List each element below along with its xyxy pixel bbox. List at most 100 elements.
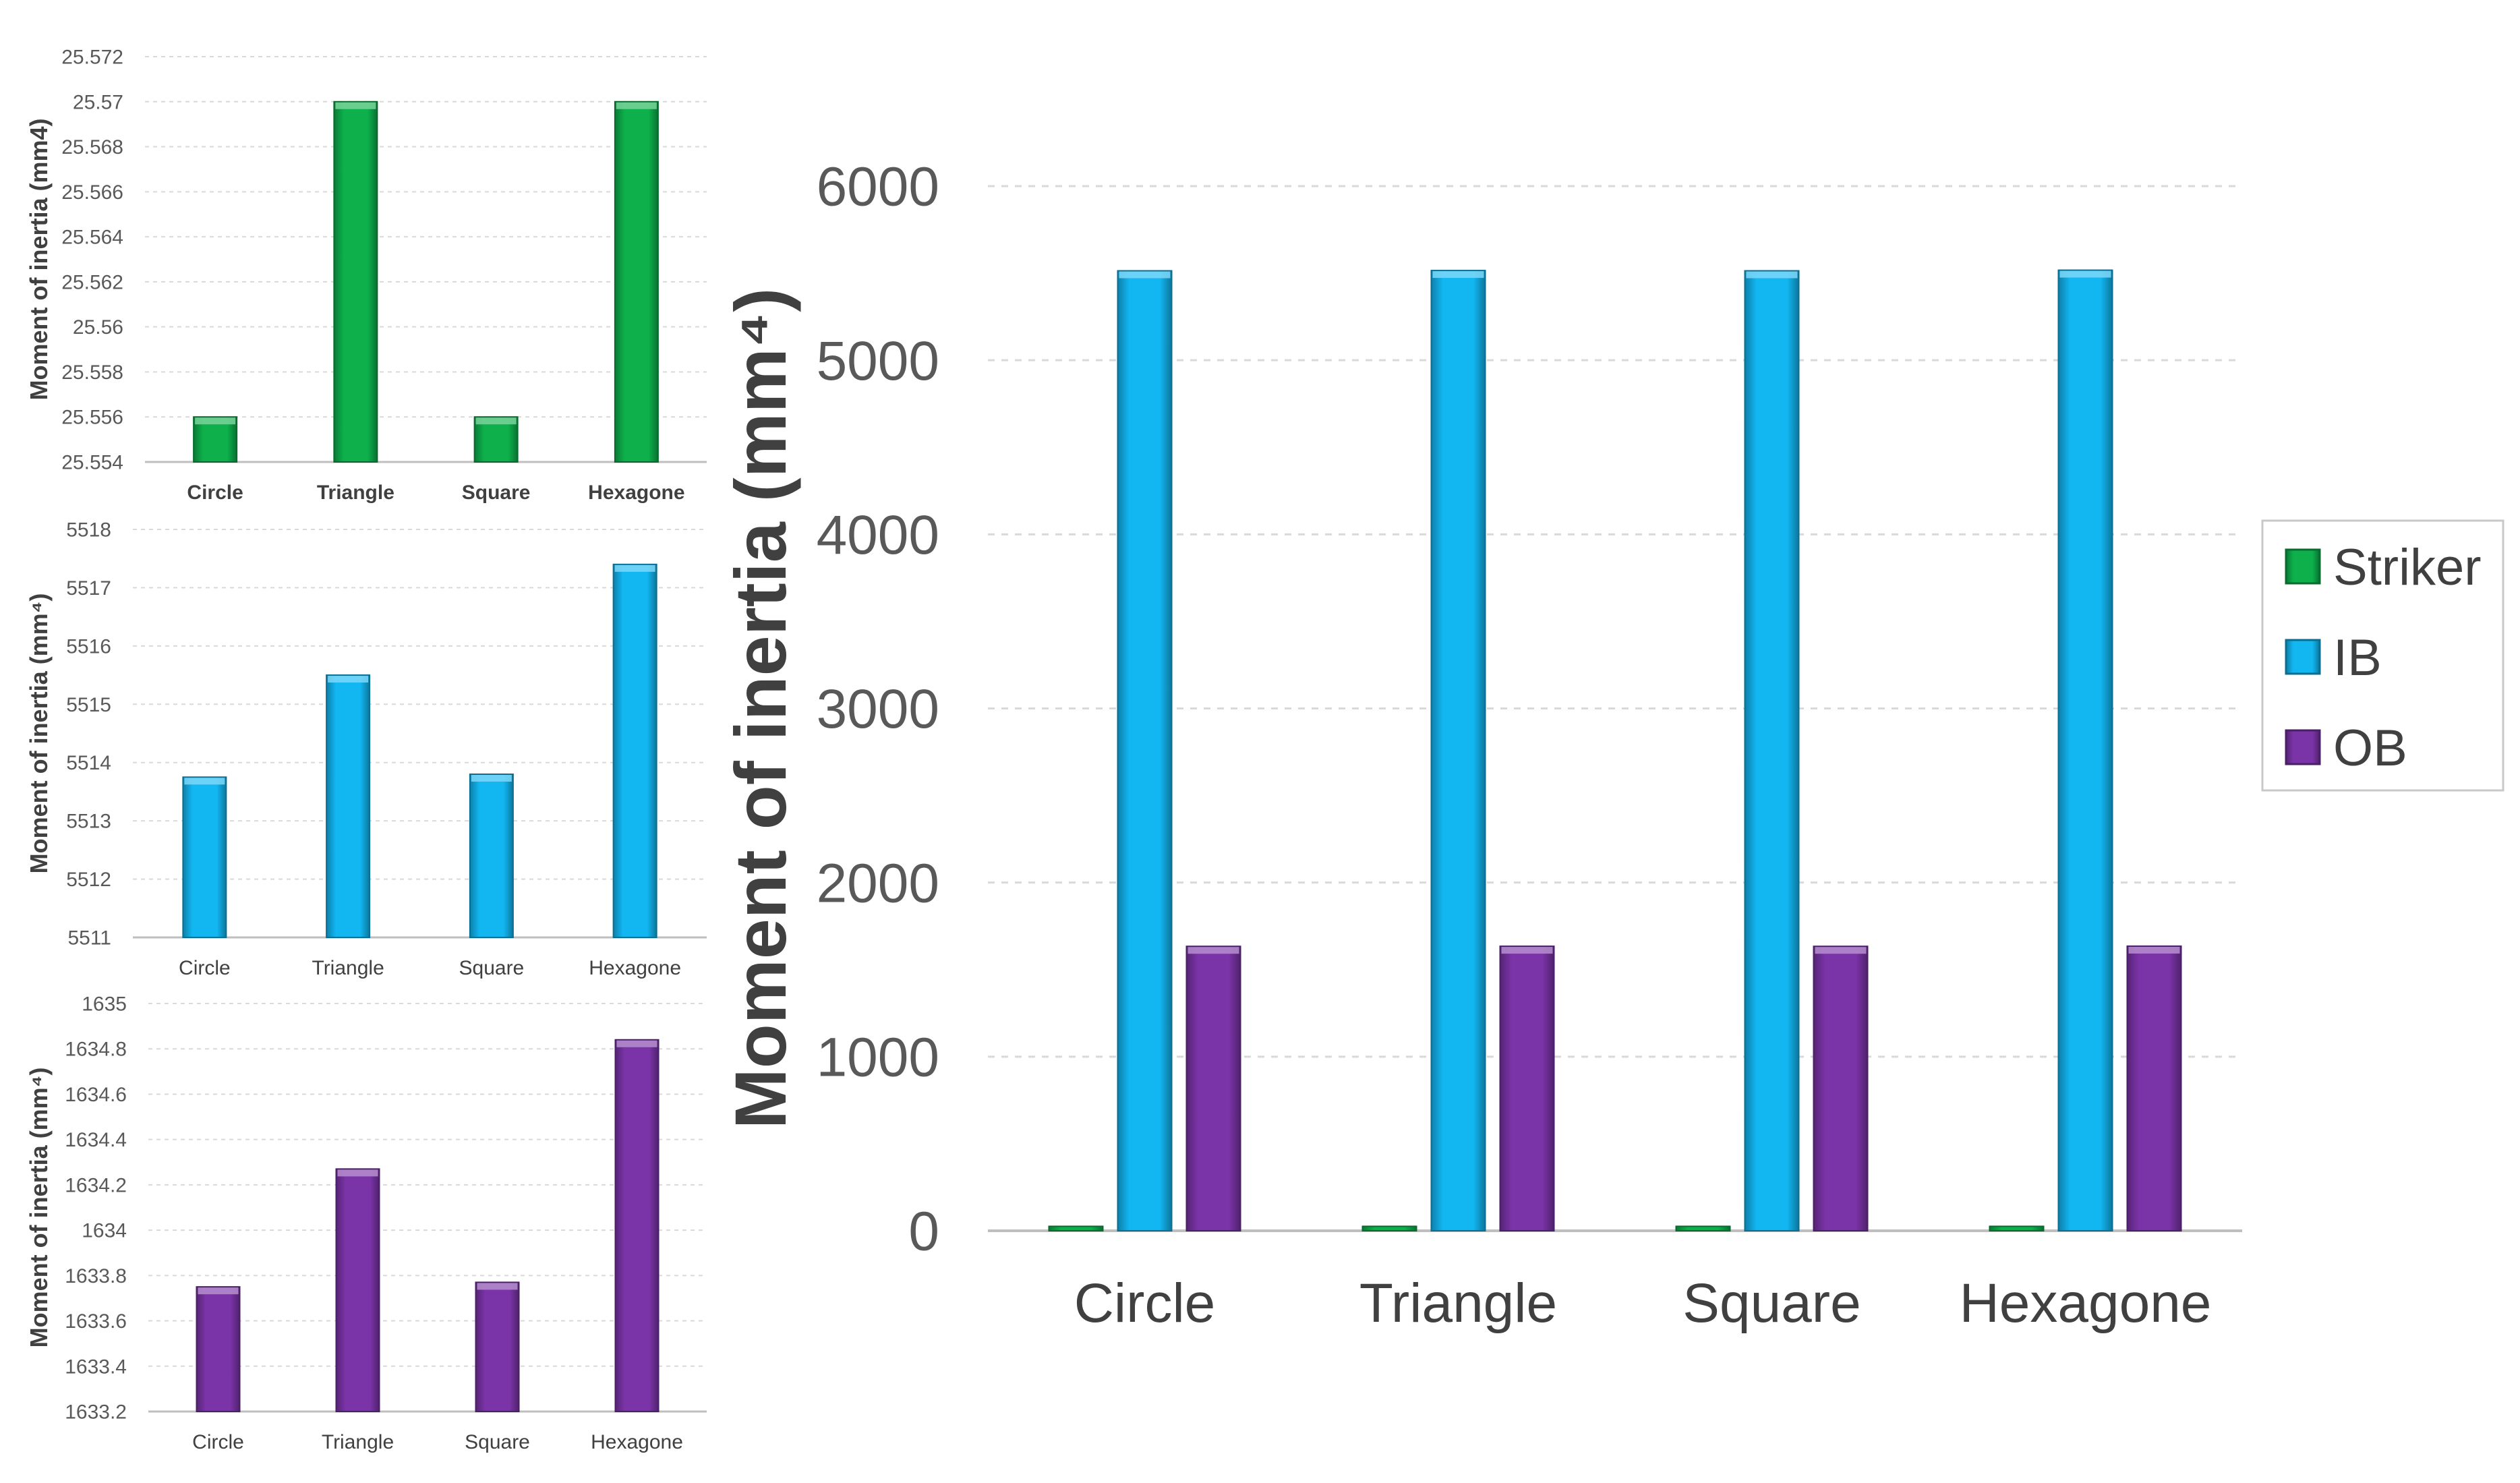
bar-cap-highlight: [2059, 270, 2111, 278]
x-tick-label: Triangle: [1359, 1273, 1557, 1334]
bar-cap-highlight: [1432, 271, 1484, 279]
y-tick-label: 25.562: [61, 271, 123, 293]
y-tick-label: 5512: [66, 869, 111, 891]
bar-circle: [193, 416, 238, 463]
bar-cap-highlight: [1815, 947, 1867, 954]
bar-striker-triangle: [1361, 1225, 1417, 1232]
y-tick-label: 5513: [66, 811, 111, 833]
bar-ob-triangle: [1499, 946, 1555, 1231]
y-axis-title: Moment of inertia (mm⁴): [25, 1068, 53, 1348]
bar-cap-highlight: [614, 564, 655, 572]
legend-label-striker: Striker: [2333, 539, 2482, 596]
bar-cap-highlight: [198, 1287, 239, 1295]
y-axis-title: Moment of inertia (mm4): [25, 118, 53, 400]
bars: [182, 563, 657, 938]
x-tick-label: Hexagone: [591, 1431, 683, 1453]
bar-triangle: [326, 674, 371, 938]
bar-cap-highlight: [1501, 947, 1553, 954]
y-tick-label: 1634.2: [65, 1174, 127, 1196]
bars: [193, 100, 659, 463]
bars: [1048, 269, 2182, 1232]
bar-hexagone: [614, 1039, 660, 1413]
bar-striker-circle: [1048, 1225, 1104, 1231]
bar-ib-triangle: [1430, 270, 1486, 1231]
y-tick-label: 1635: [82, 993, 127, 1016]
bar-cap-highlight: [1119, 271, 1171, 279]
bar-circle: [182, 776, 227, 938]
y-axis-ticks: 25.554 25.556 25.558 25.56 25.562 25.564 25.56…: [61, 47, 707, 474]
bar-cap-highlight: [1746, 271, 1798, 279]
x-tick-label: Square: [1682, 1273, 1860, 1334]
y-tick-label: 25.572: [61, 47, 123, 69]
ib-chart: 5511 5512 5513 5514 5515 5516 5517 5518 Circle Tr…: [25, 519, 707, 979]
y-tick-label: 1634.8: [65, 1039, 127, 1061]
legend-swatch-ib: [2285, 639, 2321, 675]
y-tick-label: 25.568: [61, 136, 123, 158]
bar-cap-highlight: [477, 1283, 518, 1290]
bar-cap-highlight: [616, 1040, 657, 1047]
x-tick-label: Circle: [1074, 1273, 1216, 1334]
y-tick-label: 1000: [817, 1027, 939, 1088]
bar-ob-square: [1813, 946, 1869, 1232]
bar-cap-highlight: [184, 778, 225, 785]
y-tick-label: 25.566: [61, 181, 123, 204]
x-tick-label: Hexagone: [1960, 1273, 2212, 1334]
bar-hexagone: [614, 100, 659, 463]
y-tick-label: 5000: [817, 330, 939, 392]
y-tick-label: 1634.4: [65, 1129, 127, 1151]
x-tick-label: Square: [459, 957, 525, 979]
bar-striker-hexagone: [1989, 1225, 2045, 1232]
bar-triangle: [335, 1168, 380, 1412]
bar-cap-highlight: [2128, 946, 2180, 954]
bar-cap-highlight: [1188, 947, 1239, 954]
bars: [196, 1039, 660, 1413]
bar-square: [473, 416, 519, 463]
y-tick-label: 1633.8: [65, 1265, 127, 1287]
main-chart: 0 1000 2000 3000 4000 5000 6000 Circle Triangle S…: [720, 156, 2242, 1334]
bar-striker-square: [1675, 1225, 1731, 1231]
bar-cap-highlight: [195, 417, 236, 425]
bar-ib-circle: [1117, 270, 1173, 1231]
bar-ob-circle: [1185, 946, 1241, 1231]
bar-ib-square: [1744, 270, 1800, 1231]
bar-triangle: [333, 100, 378, 463]
y-tick-label: 25.564: [61, 227, 123, 249]
y-tick-label: 6000: [817, 156, 939, 218]
y-tick-label: 0: [908, 1201, 939, 1262]
bar-cap-highlight: [471, 775, 512, 782]
bar-ob-hexagone: [2126, 945, 2182, 1232]
bar-square: [475, 1281, 520, 1412]
x-tick-label: Triangle: [317, 482, 394, 504]
bar-circle: [196, 1286, 241, 1413]
y-tick-label: 25.556: [61, 407, 123, 429]
bar-cap-highlight: [475, 417, 517, 425]
x-tick-label: Circle: [179, 957, 231, 979]
y-tick-label: 25.558: [61, 361, 123, 384]
bar-hexagone: [612, 563, 657, 938]
y-tick-label: 5518: [66, 519, 111, 542]
y-axis-ticks: 5511 5512 5513 5514 5515 5516 5517 5518: [66, 519, 707, 950]
bar-ib-hexagone: [2057, 269, 2113, 1232]
x-tick-label: Square: [465, 1431, 530, 1453]
y-axis-ticks: 1633.2 1633.4 1633.6 1633.8 1634 1634.2 1634.4…: [65, 993, 707, 1424]
x-tick-label: Hexagone: [588, 482, 684, 504]
y-tick-label: 4000: [817, 504, 939, 566]
y-tick-label: 5517: [66, 577, 111, 600]
legend: Striker IB OB: [2261, 519, 2504, 792]
y-tick-label: 1634.6: [65, 1084, 127, 1106]
legend-label-ob: OB: [2333, 720, 2407, 777]
x-tick-label: Triangle: [322, 1431, 394, 1453]
y-tick-label: 5515: [66, 694, 111, 716]
y-tick-label: 1634: [82, 1220, 127, 1242]
bar-cap-highlight: [328, 676, 369, 683]
x-tick-label: Triangle: [312, 957, 384, 979]
ob-chart: 1633.2 1633.4 1633.6 1633.8 1634 1634.2 1634.4…: [25, 993, 707, 1453]
y-tick-label: 5511: [67, 927, 111, 950]
y-axis-title: Moment of inertia (mm⁴): [25, 593, 53, 874]
y-axis-title: Moment of inertia (mm⁴): [720, 288, 801, 1129]
bar-square: [469, 774, 514, 938]
striker-chart: 25.554 25.556 25.558 25.56 25.562 25.564 25.56…: [25, 47, 707, 504]
y-tick-label: 2000: [817, 852, 939, 914]
legend-swatch-ob: [2285, 729, 2321, 765]
